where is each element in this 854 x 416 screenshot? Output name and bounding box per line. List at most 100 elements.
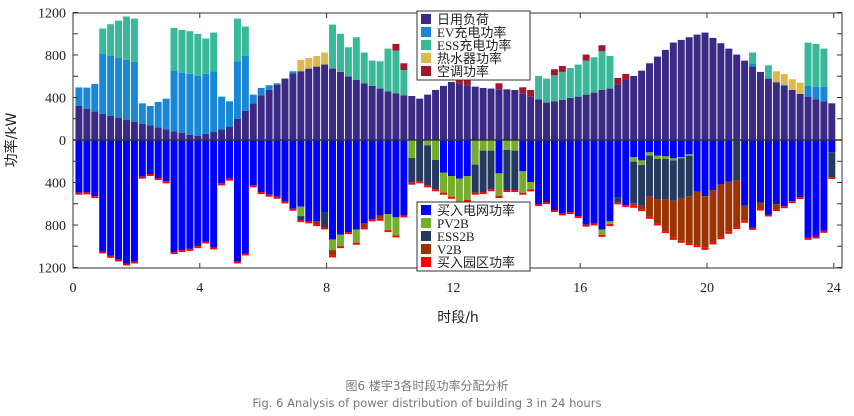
bar-neg-4-64 [582, 224, 590, 227]
x-tick-label: 20 [700, 281, 714, 296]
bar-pos-0-45 [432, 89, 440, 140]
bar-pos-0-81 [717, 43, 725, 140]
bar-neg-1-67 [606, 221, 614, 225]
bar-neg-0-77 [685, 140, 693, 155]
legend-entry: V2B [437, 242, 462, 257]
x-axis-label: 时段/h [437, 310, 479, 326]
bar-pos-2-14 [186, 31, 194, 74]
bar-neg-4-12 [170, 252, 178, 255]
legend-entry: 日用负荷 [437, 12, 489, 27]
bar-neg-1-32 [329, 239, 337, 251]
bar-neg-0-74 [661, 140, 669, 157]
bar-pos-0-33 [336, 71, 344, 140]
bar-neg-4-52 [487, 189, 495, 192]
bar-pos-0-85 [749, 66, 757, 140]
bar-neg-2-54 [503, 149, 511, 191]
bar-neg-4-21 [241, 253, 249, 256]
bar-pos-0-92 [804, 96, 812, 140]
bar-pos-4-64 [582, 54, 590, 61]
y-tick-label: 1200 [38, 7, 66, 22]
bar-neg-0-24 [265, 140, 273, 195]
bar-neg-4-53 [495, 195, 503, 198]
bar-neg-0-37 [368, 140, 376, 220]
bar-neg-3-78 [693, 191, 701, 246]
bar-neg-4-23 [257, 192, 265, 195]
bar-neg-4-50 [471, 192, 479, 195]
bar-pos-0-30 [313, 66, 321, 140]
bar-pos-1-23 [257, 87, 265, 96]
bar-pos-1-88 [772, 81, 780, 83]
bar-neg-4-29 [305, 221, 313, 224]
bar-neg-2-43 [416, 140, 424, 182]
bar-neg-4-31 [321, 227, 329, 230]
bar-neg-0-29 [305, 140, 313, 222]
bar-pos-2-66 [598, 51, 606, 90]
bar-pos-0-37 [368, 85, 376, 140]
bar-pos-2-67 [606, 55, 614, 89]
bar-neg-0-3 [99, 140, 107, 252]
bar-neg-2-74 [661, 159, 669, 200]
bar-neg-0-85 [749, 140, 757, 228]
bar-neg-0-7 [130, 140, 138, 262]
bar-neg-3-75 [669, 200, 677, 238]
legend-swatch [421, 231, 431, 241]
bar-neg-3-32 [329, 250, 337, 256]
bar-neg-4-54 [503, 190, 511, 193]
bar-pos-0-55 [511, 89, 519, 140]
bar-neg-4-42 [408, 182, 416, 185]
bar-neg-0-2 [91, 140, 99, 197]
bar-pos-0-75 [669, 42, 677, 140]
bar-neg-4-41 [400, 215, 408, 218]
bar-pos-0-89 [780, 85, 788, 140]
bar-pos-0-95 [828, 103, 836, 140]
bar-pos-0-82 [725, 48, 733, 140]
bar-neg-4-95 [828, 177, 836, 180]
bar-neg-0-89 [780, 140, 788, 207]
bar-neg-4-66 [598, 234, 606, 237]
bar-neg-0-69 [622, 140, 630, 206]
bar-neg-3-88 [772, 204, 780, 210]
bar-pos-0-65 [590, 92, 598, 140]
bar-pos-0-32 [329, 68, 337, 140]
bar-neg-0-16 [202, 140, 210, 242]
bar-neg-2-71 [638, 165, 646, 206]
bar-neg-2-55 [511, 150, 519, 191]
legend-box [416, 201, 531, 272]
bar-pos-0-18 [218, 129, 226, 140]
bar-pos-2-12 [170, 27, 178, 71]
bar-neg-3-83 [733, 180, 741, 228]
legend-entry: 空调功率 [437, 64, 489, 79]
bar-pos-0-16 [202, 133, 210, 140]
bar-neg-4-84 [741, 220, 749, 223]
bar-neg-0-5 [115, 140, 123, 260]
bar-neg-0-56 [519, 140, 527, 172]
bar-neg-1-51 [479, 140, 487, 151]
bar-neg-4-71 [638, 209, 646, 212]
bar-neg-4-74 [661, 231, 669, 234]
bar-neg-1-72 [646, 152, 654, 156]
bar-pos-0-35 [352, 79, 360, 140]
bar-pos-4-48 [455, 77, 463, 84]
bar-pos-1-11 [162, 98, 170, 130]
bar-pos-2-15 [194, 33, 202, 76]
bar-neg-0-20 [233, 140, 241, 262]
bar-neg-2-72 [646, 155, 654, 197]
bar-neg-0-38 [376, 140, 384, 216]
bar-pos-1-6 [123, 59, 130, 121]
bar-pos-0-9 [146, 125, 154, 140]
bar-neg-4-17 [210, 247, 218, 250]
bar-pos-1-13 [178, 72, 186, 133]
bar-neg-0-41 [400, 140, 408, 216]
bar-neg-0-84 [741, 140, 749, 206]
bar-pos-0-17 [210, 132, 218, 140]
bar-pos-0-10 [154, 127, 162, 140]
bar-pos-0-74 [661, 49, 669, 140]
bar-pos-3-29 [305, 57, 313, 69]
bar-pos-0-43 [416, 98, 424, 140]
bar-neg-4-68 [614, 202, 622, 205]
axes-layer: 0 4 8 12 16 20 24 1200 800 400 0 400 800 1200 [38, 7, 842, 296]
bar-neg-4-60 [550, 210, 558, 213]
bar-neg-0-14 [186, 140, 194, 249]
bar-pos-4-61 [558, 65, 566, 72]
caption-english: Fig. 6 Analysis of power distribution of… [253, 396, 602, 410]
